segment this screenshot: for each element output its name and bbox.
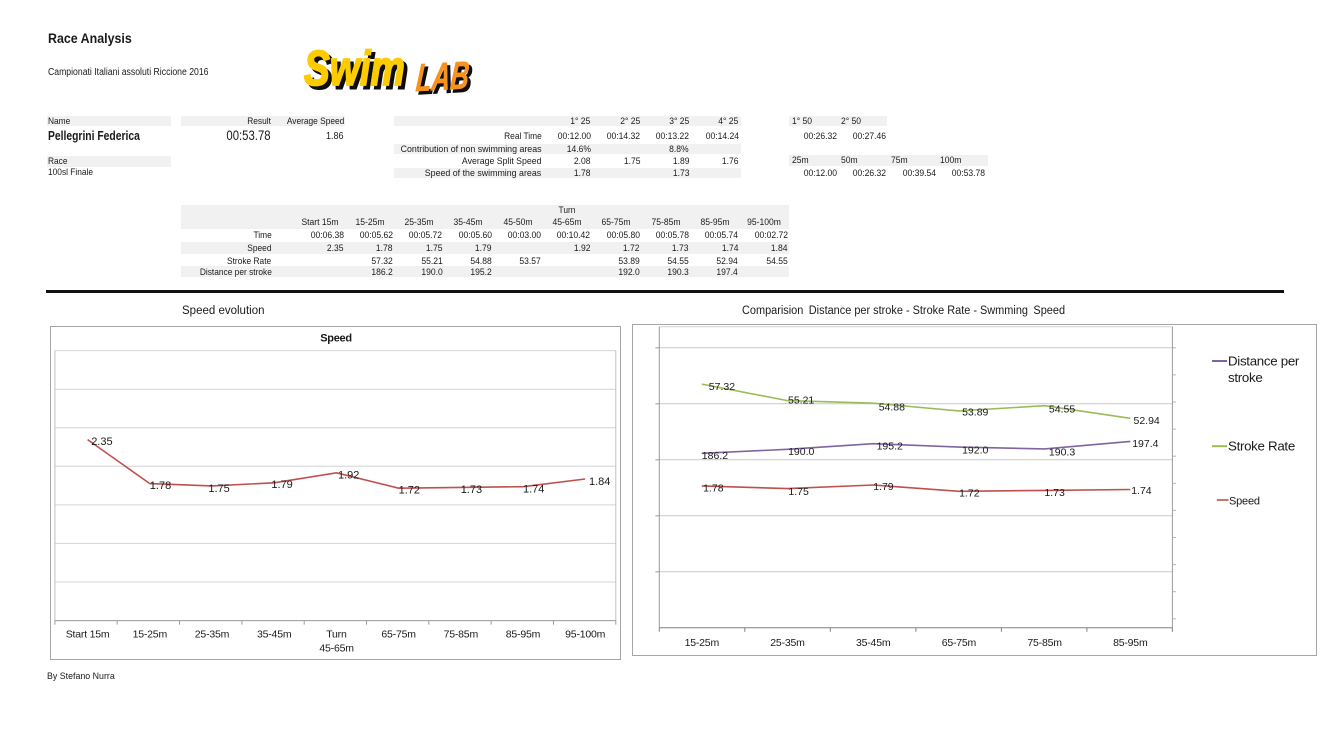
svg-text:1.79: 1.79	[271, 479, 292, 491]
svg-text:Turn: Turn	[326, 629, 347, 641]
svg-text:1.78: 1.78	[703, 482, 724, 494]
svg-text:35-45m: 35-45m	[856, 637, 891, 649]
svg-text:25-35m: 25-35m	[194, 629, 229, 641]
svg-text:stroke: stroke	[1228, 370, 1262, 385]
svg-text:1.75: 1.75	[788, 486, 809, 498]
svg-text:45-65m: 45-65m	[319, 643, 354, 655]
svg-text:Distance per: Distance per	[1228, 354, 1300, 369]
svg-text:25-35m: 25-35m	[770, 637, 805, 649]
svg-text:Speed: Speed	[320, 333, 352, 345]
svg-text:65-75m: 65-75m	[942, 637, 977, 649]
svg-text:192.0: 192.0	[962, 444, 988, 456]
svg-text:52.94: 52.94	[1134, 415, 1160, 427]
svg-text:1.73: 1.73	[460, 484, 481, 496]
svg-text:75-85m: 75-85m	[443, 629, 478, 641]
svg-text:85-95m: 85-95m	[505, 629, 540, 641]
svg-text:1.79: 1.79	[873, 481, 894, 493]
svg-text:1.75: 1.75	[208, 483, 229, 495]
svg-text:55.21: 55.21	[788, 394, 814, 406]
svg-text:1.84: 1.84	[589, 476, 610, 488]
svg-text:1.78: 1.78	[149, 480, 170, 492]
svg-text:85-95m: 85-95m	[1113, 637, 1148, 649]
svg-text:Start 15m: Start 15m	[65, 629, 109, 641]
svg-text:186.2: 186.2	[702, 450, 728, 462]
svg-text:95-100m: 95-100m	[565, 629, 605, 641]
svg-text:75-85m: 75-85m	[1027, 637, 1062, 649]
svg-text:1.74: 1.74	[523, 483, 544, 495]
svg-text:1.73: 1.73	[1044, 487, 1065, 499]
svg-text:1.74: 1.74	[1131, 485, 1152, 497]
svg-text:2.35: 2.35	[91, 436, 112, 448]
svg-text:15-25m: 15-25m	[685, 637, 720, 649]
svg-text:15-25m: 15-25m	[132, 629, 167, 641]
svg-text:Speed: Speed	[1229, 496, 1260, 508]
svg-text:190.0: 190.0	[788, 446, 814, 458]
svg-text:53.89: 53.89	[962, 407, 988, 419]
svg-text:190.3: 190.3	[1049, 446, 1075, 458]
svg-text:35-45m: 35-45m	[256, 629, 291, 641]
svg-text:54.88: 54.88	[879, 402, 905, 414]
svg-text:197.4: 197.4	[1132, 438, 1158, 450]
svg-text:65-75m: 65-75m	[381, 629, 416, 641]
svg-text:57.32: 57.32	[709, 381, 735, 393]
svg-text:54.55: 54.55	[1049, 403, 1075, 415]
svg-text:Stroke Rate: Stroke Rate	[1228, 439, 1295, 454]
svg-text:1.72: 1.72	[959, 488, 980, 500]
svg-text:1.92: 1.92	[338, 470, 359, 482]
svg-text:1.72: 1.72	[398, 485, 419, 497]
svg-text:195.2: 195.2	[877, 441, 903, 453]
